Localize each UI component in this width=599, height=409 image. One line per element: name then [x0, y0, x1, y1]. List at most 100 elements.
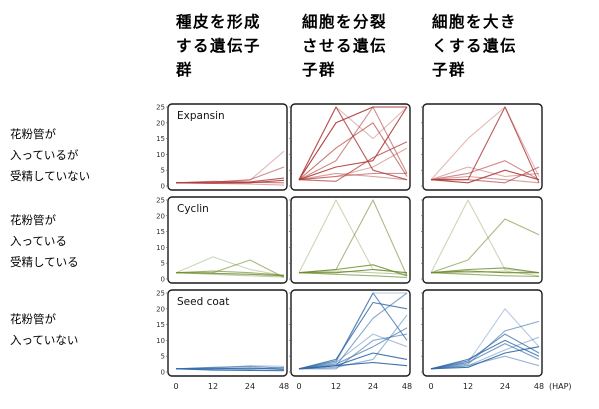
series-line	[430, 343, 540, 370]
row-label-line: 入っていない	[10, 333, 78, 347]
series-line	[430, 308, 540, 370]
column-header-line: 種皮を形成	[176, 12, 261, 31]
series-line	[298, 141, 408, 182]
series-line	[298, 106, 408, 181]
panel: 0 5 10 15 20 25 Cyclin	[156, 196, 288, 284]
series-line	[175, 179, 285, 184]
series-line	[175, 256, 285, 277]
series-line	[299, 333, 408, 370]
y-tick-label: 25	[156, 197, 165, 205]
row-labels: 花粉管が入っているが受精していない花粉管が入っている受精している花粉管が入ってい…	[10, 127, 90, 347]
series-line	[298, 106, 408, 181]
column-header-line: 細胞を分裂	[302, 12, 387, 31]
series-line	[298, 172, 407, 181]
y-tick-label: 10	[156, 244, 165, 252]
column-header-line: 子群	[302, 60, 336, 79]
panel-frame	[167, 196, 288, 284]
series-line	[298, 272, 408, 278]
series-line	[175, 368, 285, 372]
series-line	[430, 270, 539, 274]
series-line	[175, 272, 285, 278]
panel-frame	[422, 103, 543, 191]
column-header-line: くする遺伝	[432, 36, 517, 55]
panel	[289, 196, 411, 284]
y-tick-label: 15	[156, 135, 165, 143]
y-tick-label: 10	[156, 151, 165, 159]
y-tick-label: 5	[161, 260, 165, 268]
row-label-line: 入っている	[10, 234, 67, 248]
x-axis: 0 12 24 48 0 12 24 48 0 12 24 48 (HAP)	[173, 382, 571, 391]
series-line	[298, 292, 408, 370]
y-tick-label: 20	[156, 212, 165, 220]
row-label-line: 花粉管が	[10, 213, 56, 227]
x-tick-label: 48	[279, 382, 289, 391]
y-tick-label: 10	[156, 337, 165, 345]
x-tick-label: 12	[463, 382, 473, 391]
series-line	[298, 106, 407, 180]
y-tick-label: 0	[161, 369, 165, 377]
series-line	[298, 106, 408, 180]
series-line	[430, 106, 540, 181]
series-line	[430, 175, 540, 184]
x-tick-label: 0	[173, 382, 178, 391]
panel-title: Cyclin	[177, 203, 209, 215]
column-header-line: 子群	[432, 60, 466, 79]
series-line	[430, 333, 540, 370]
series-line	[430, 355, 540, 370]
y-tick-label: 5	[161, 353, 165, 361]
series-line	[298, 199, 408, 277]
series-line	[175, 367, 285, 370]
series-line	[299, 268, 408, 274]
column-header-line: 群	[176, 60, 193, 79]
panel	[421, 196, 543, 284]
series-line	[298, 333, 408, 370]
x-tick-label: 0	[428, 382, 433, 391]
series-line	[175, 150, 285, 184]
series-line	[298, 361, 408, 370]
panel-title: Expansin	[177, 110, 225, 122]
series-line	[298, 301, 408, 370]
y-tick-label: 25	[156, 290, 165, 298]
series-line	[298, 106, 408, 181]
series-line	[430, 267, 540, 274]
series-line	[175, 270, 285, 276]
series-line	[430, 169, 540, 184]
x-axis-unit: (HAP)	[549, 382, 572, 391]
series-line	[430, 346, 540, 370]
x-tick-label: 24	[500, 382, 510, 391]
series-line	[430, 339, 540, 370]
panel-frame	[422, 196, 543, 284]
column-header-line: 細胞を大き	[432, 12, 517, 31]
series-line	[298, 264, 408, 277]
series-line	[298, 199, 408, 274]
series-line	[298, 314, 408, 370]
series-line	[175, 180, 285, 184]
column-header-line: する遺伝子	[176, 36, 261, 55]
x-tick-label: 48	[534, 382, 544, 391]
panel-frame	[290, 289, 411, 377]
row-label-line: 受精している	[10, 255, 79, 269]
y-tick-label: 25	[156, 104, 165, 112]
x-tick-label: 24	[368, 382, 378, 391]
panel	[289, 103, 411, 191]
series-line	[430, 218, 540, 274]
series-line	[430, 199, 540, 274]
row-label-line: 花粉管が	[10, 127, 56, 141]
panel: 0 5 10 15 20 25 Seed coat	[156, 289, 288, 377]
series-line	[298, 270, 408, 275]
panel	[421, 103, 543, 191]
panel	[421, 289, 543, 377]
column-header-line: させる遺伝	[302, 36, 387, 55]
x-tick-label: 0	[296, 382, 301, 391]
x-tick-label: 12	[331, 382, 341, 391]
panel-frame	[290, 103, 411, 191]
series-line	[430, 160, 540, 181]
panel-frame	[422, 289, 543, 377]
y-tick-label: 20	[156, 119, 165, 127]
series-line	[175, 272, 285, 277]
panel	[289, 289, 411, 377]
series-line	[430, 336, 540, 370]
x-tick-label: 24	[245, 382, 255, 391]
